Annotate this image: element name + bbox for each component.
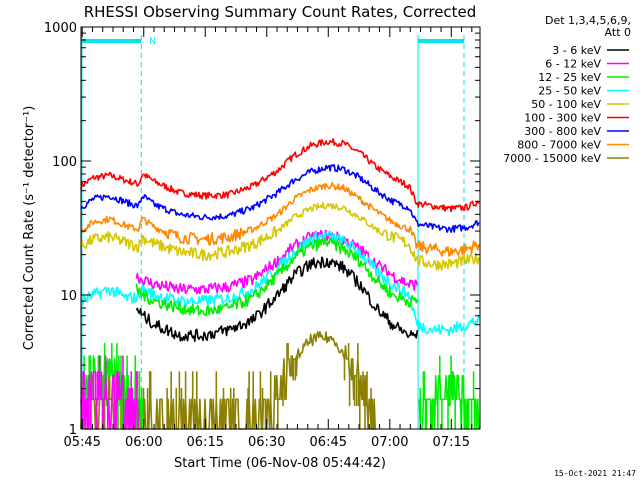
y-tick-label: 1 (69, 423, 77, 438)
data-curves (80, 138, 480, 430)
x-tick-label: 07:00 (371, 435, 408, 450)
legend-label: 800 - 7000 keV (517, 139, 601, 152)
x-tick-label: 07:15 (433, 435, 470, 450)
curve-3-6--7 (135, 256, 419, 342)
curve-25-50--5 (80, 230, 480, 337)
x-tick-label: 06:00 (125, 435, 162, 450)
orbit-overlays: N (81, 35, 465, 429)
y-tick-label: 100 (52, 155, 77, 170)
legend-label: 12 - 25 keV (538, 71, 601, 84)
y-tick-label: 10 (60, 289, 77, 304)
footer-date: 15-Oct-2021 21:47 (554, 469, 636, 478)
plot-background (81, 27, 480, 429)
x-axis-label: Start Time (06-Nov-08 05:44:42) (174, 456, 386, 471)
curve-100-300--0 (80, 138, 480, 213)
x-tick-label: 06:45 (310, 435, 347, 450)
chart-title: RHESSI Observing Summary Count Rates, Co… (84, 3, 477, 21)
night-flag: N (149, 37, 156, 47)
curve-800-7000--2 (80, 182, 480, 257)
legend-label: 7000 - 15000 keV (503, 152, 601, 165)
x-tick-label: 06:30 (248, 435, 285, 450)
curve-300-800--1 (80, 164, 480, 233)
y-axis-label: Corrected Count Rate (s⁻¹ detector⁻¹) (22, 106, 37, 351)
axes: 1 10 100 1000 05:45 06:00 06:15 06:30 06:45 07:00… (44, 21, 481, 450)
curve-12-25--10 (418, 355, 480, 430)
legend-header-line: Det 1,3,4,5,6,9, (545, 14, 631, 27)
legend-label: 3 - 6 keV (552, 44, 601, 57)
x-tick-label: 06:15 (187, 435, 224, 450)
plot-frame (80, 26, 481, 430)
plot-area (81, 27, 480, 429)
curve-12-25--6 (135, 236, 419, 317)
legend-label: 25 - 50 keV (538, 85, 601, 98)
curve-50-100--3 (80, 201, 480, 271)
y-tick-label: 1000 (44, 21, 77, 36)
legend-label: 300 - 800 keV (524, 125, 601, 138)
legend-label: 6 - 12 keV (545, 58, 601, 71)
x-tick-label: 05:45 (63, 435, 100, 450)
legend-header-line: Att 0 (605, 26, 631, 39)
legend-label: 50 - 100 keV (531, 98, 601, 111)
legend-label: 100 - 300 keV (524, 112, 601, 125)
curve-6-12--11 (80, 355, 141, 430)
